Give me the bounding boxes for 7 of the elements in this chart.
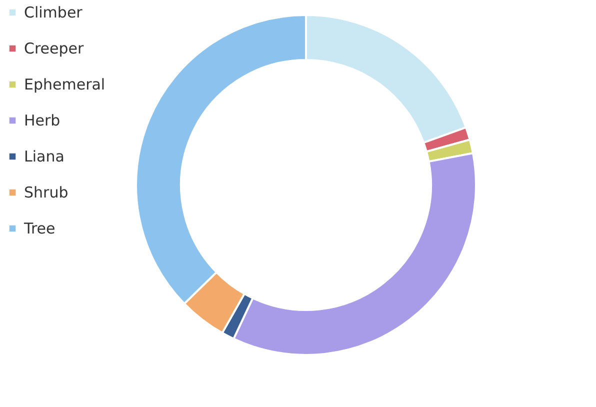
- legend-label: Creeper: [24, 40, 85, 58]
- legend-label: Tree: [23, 220, 56, 238]
- legend-label: Shrub: [24, 184, 68, 202]
- legend-label: Liana: [24, 148, 64, 166]
- legend-label: Climber: [24, 4, 84, 22]
- legend-label: Ephemeral: [24, 76, 106, 94]
- legend-label: Herb: [24, 112, 60, 130]
